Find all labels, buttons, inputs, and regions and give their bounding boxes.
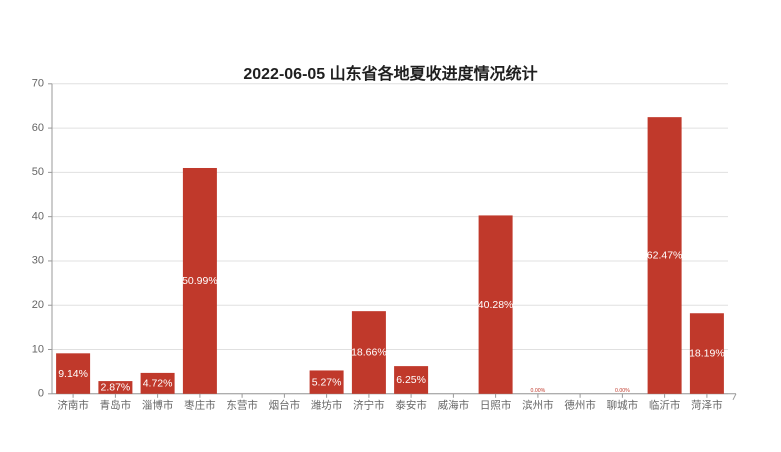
svg-text:9.14%: 9.14%	[58, 368, 88, 380]
svg-text:聊城市: 聊城市	[607, 398, 639, 411]
svg-text:威海市: 威海市	[438, 398, 470, 411]
svg-text:泰安市: 泰安市	[395, 398, 427, 411]
svg-text:50: 50	[32, 166, 44, 178]
svg-text:潍坊市: 潍坊市	[311, 398, 343, 411]
svg-text:40.28%: 40.28%	[478, 299, 514, 311]
svg-text:济宁市: 济宁市	[353, 398, 385, 411]
svg-text:菏泽市: 菏泽市	[691, 398, 723, 411]
svg-text:德州市: 德州市	[564, 398, 596, 411]
svg-text:60: 60	[32, 122, 44, 134]
svg-text:50.99%: 50.99%	[182, 275, 218, 287]
svg-text:淄博市: 淄博市	[142, 398, 174, 411]
svg-text:62.47%: 62.47%	[647, 250, 683, 262]
svg-text:滨州市: 滨州市	[522, 398, 554, 411]
svg-text:青岛市: 青岛市	[100, 398, 132, 411]
svg-text:枣庄市: 枣庄市	[184, 398, 216, 411]
svg-text:0.00%: 0.00%	[615, 388, 630, 394]
svg-text:0: 0	[38, 388, 44, 400]
svg-text:10: 10	[32, 343, 44, 355]
svg-text:70: 70	[32, 78, 44, 90]
svg-text:临沂市: 临沂市	[649, 398, 681, 411]
svg-text:40: 40	[32, 210, 44, 222]
svg-text:6.25%: 6.25%	[396, 374, 426, 386]
svg-text:5.27%: 5.27%	[312, 376, 342, 388]
svg-text:东营市: 东营市	[226, 398, 258, 411]
svg-text:0.00%: 0.00%	[531, 388, 546, 394]
svg-text:2.87%: 2.87%	[101, 382, 131, 394]
svg-text:烟台市: 烟台市	[269, 398, 301, 411]
svg-text:18.66%: 18.66%	[351, 347, 387, 359]
svg-text:4.72%: 4.72%	[143, 378, 173, 390]
svg-text:日照市: 日照市	[480, 398, 512, 411]
svg-text:30: 30	[32, 255, 44, 267]
svg-text:18.19%: 18.19%	[689, 348, 725, 360]
svg-text:20: 20	[32, 299, 44, 311]
svg-text:济南市: 济南市	[57, 398, 89, 411]
